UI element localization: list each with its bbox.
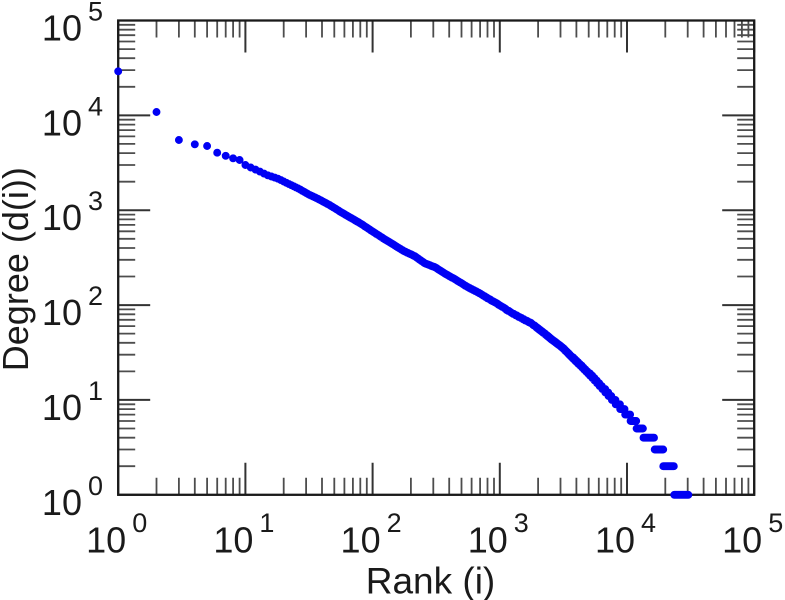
svg-text:Degree (d(i)): Degree (d(i)): [0, 167, 36, 371]
svg-text:Rank (i): Rank (i): [366, 561, 496, 600]
